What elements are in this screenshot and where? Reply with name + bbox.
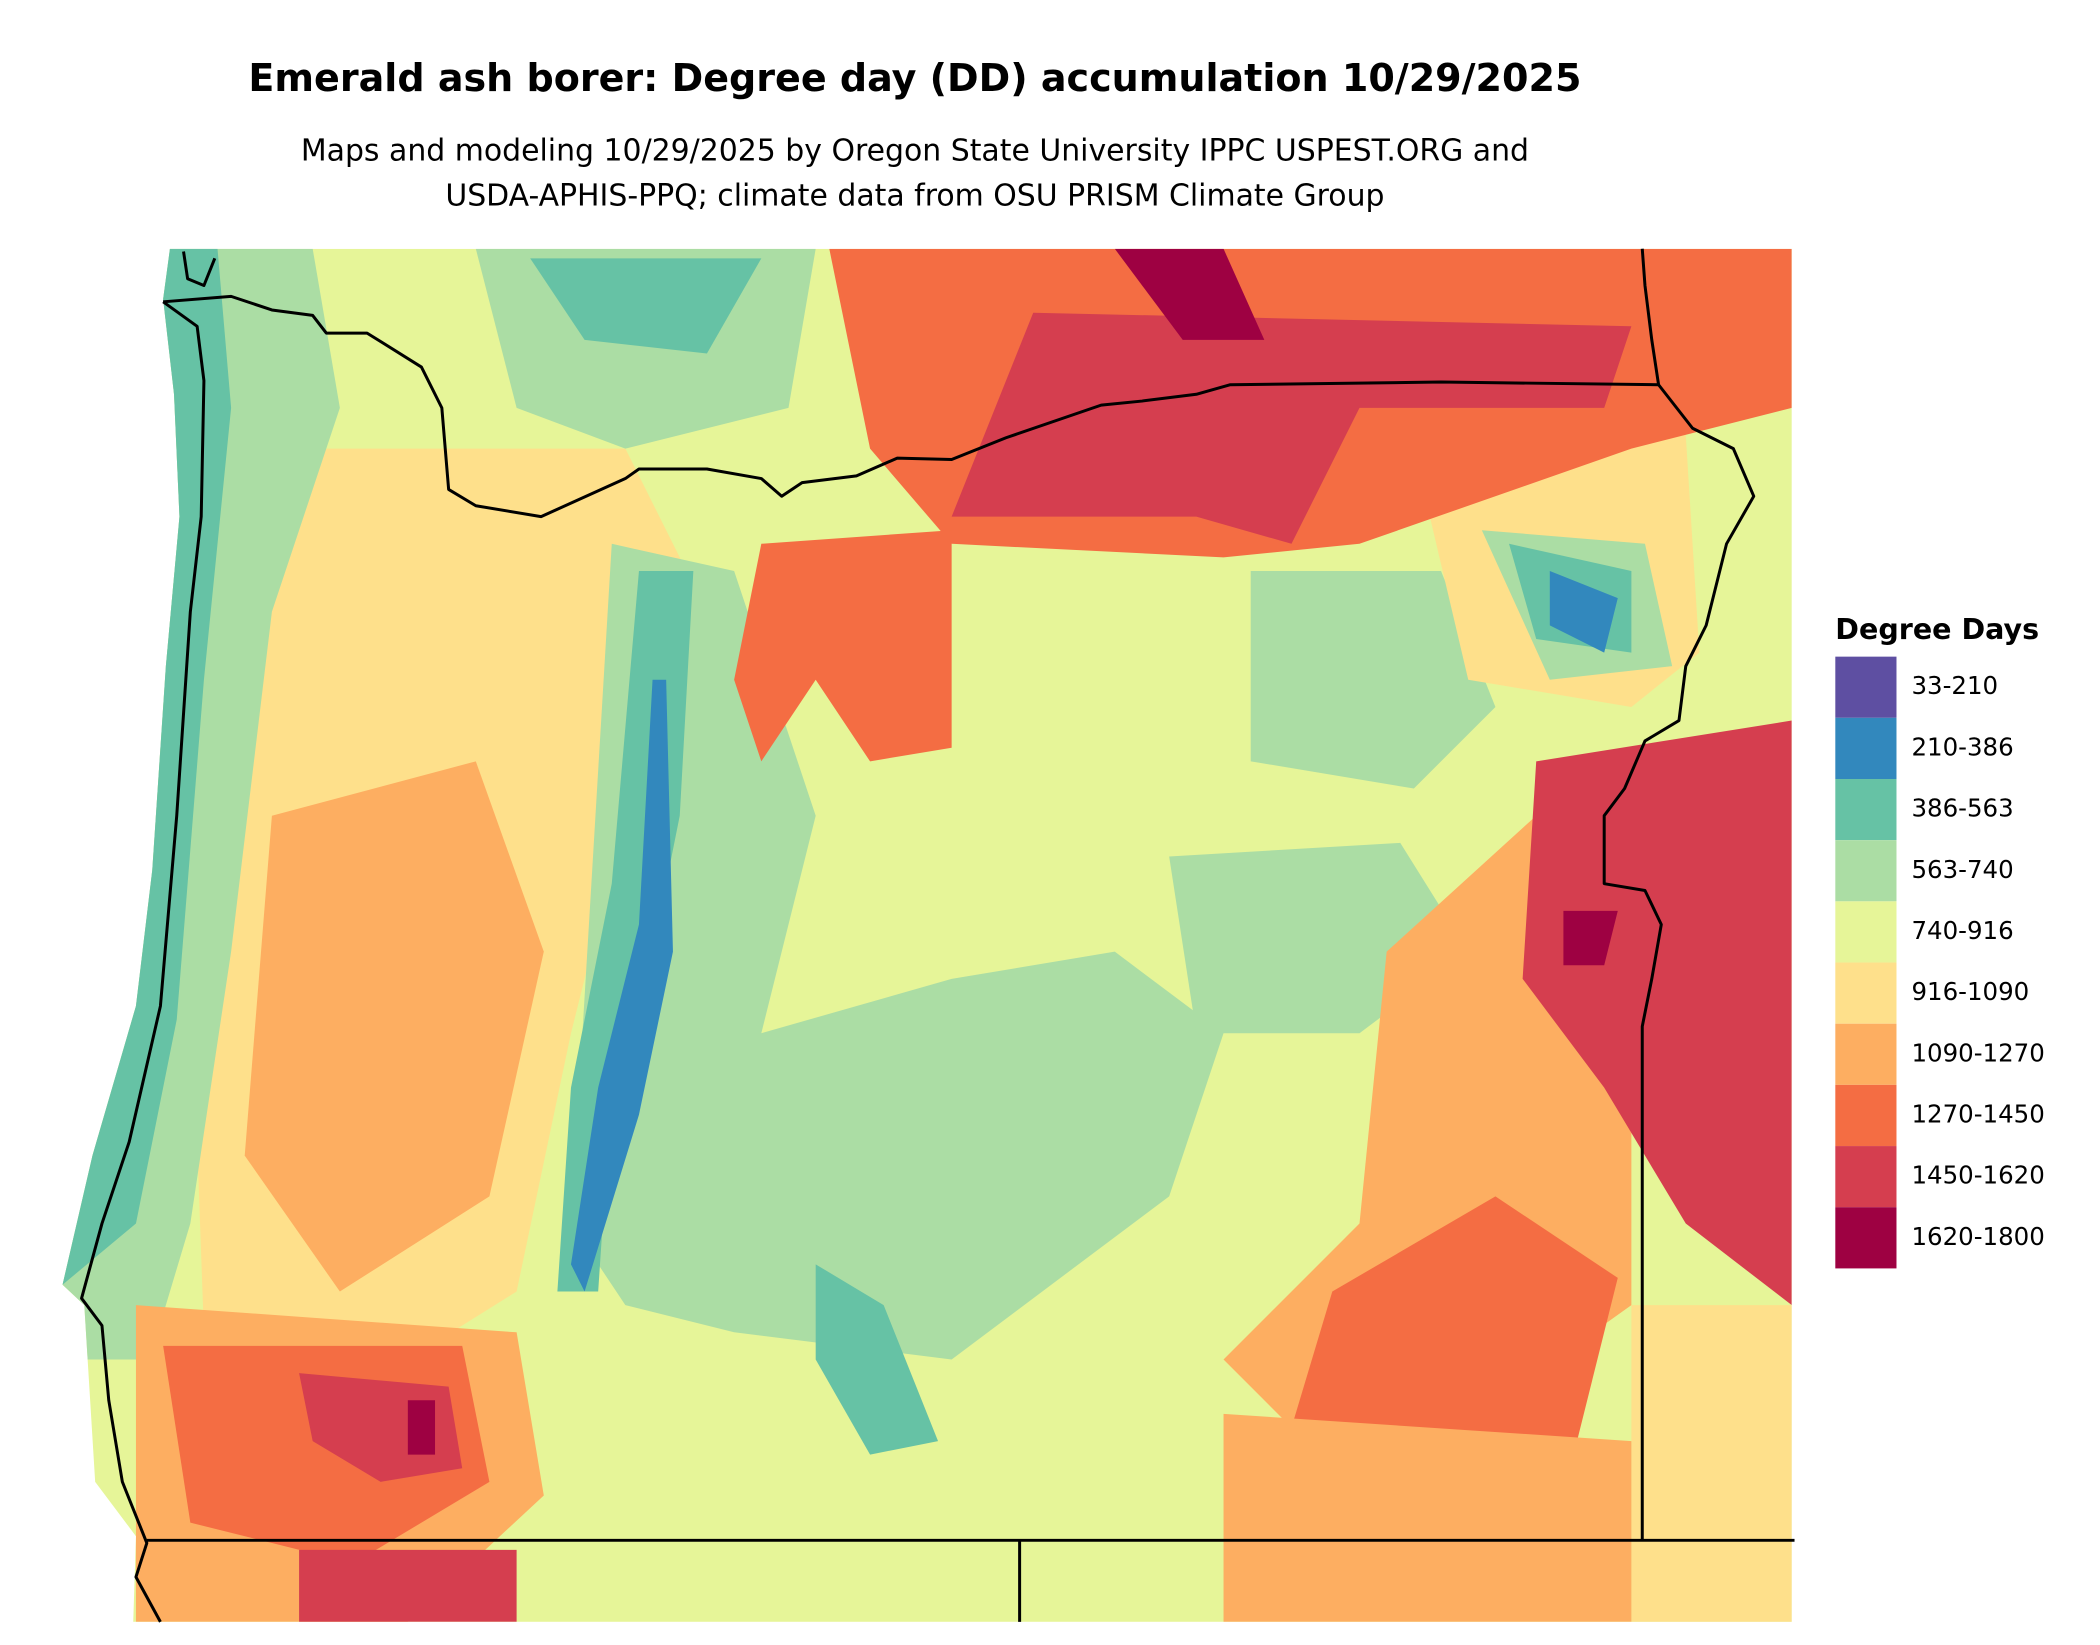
state-borders: [80, 248, 1795, 1623]
legend-swatch: [1835, 1146, 1897, 1208]
legend-swatch: [1835, 778, 1897, 841]
legend: 33-210 210-386 386-563 563-740 740-916 916-10…: [1835, 656, 2045, 1269]
map-subtitle: Maps and modeling 10/29/2025 by Oregon S…: [301, 133, 1529, 168]
legend-swatch: [1835, 717, 1897, 779]
legend-label: 1090-1270: [1911, 1038, 2044, 1067]
legend-swatch: [1835, 840, 1897, 902]
legend-swatch: [1835, 1207, 1897, 1269]
legend-swatch: [1835, 901, 1897, 963]
legend-label: 210-386: [1911, 732, 2013, 761]
legend-label: 1620-1800: [1911, 1222, 2044, 1251]
legend-swatch: [1835, 1023, 1897, 1085]
legend-title: Degree Days: [1835, 613, 2039, 646]
degree-day-map: [62, 248, 1792, 1622]
legend-label: 916-1090: [1911, 977, 2029, 1006]
map-subtitle: USDA-APHIS-PPQ; climate data from OSU PR…: [445, 178, 1384, 213]
legend-label: 386-563: [1911, 794, 2013, 823]
legend-swatch: [1835, 962, 1897, 1024]
map-title: Emerald ash borer: Degree day (DD) accum…: [248, 56, 1581, 100]
legend-label: 1270-1450: [1911, 1099, 2044, 1128]
legend-label: 563-740: [1911, 855, 2013, 884]
legend-swatch: [1835, 1084, 1897, 1147]
legend-swatch: [1835, 656, 1897, 718]
legend-label: 33-210: [1911, 671, 1998, 700]
legend-label: 1450-1620: [1911, 1161, 2044, 1190]
legend-label: 740-916: [1911, 916, 2013, 945]
